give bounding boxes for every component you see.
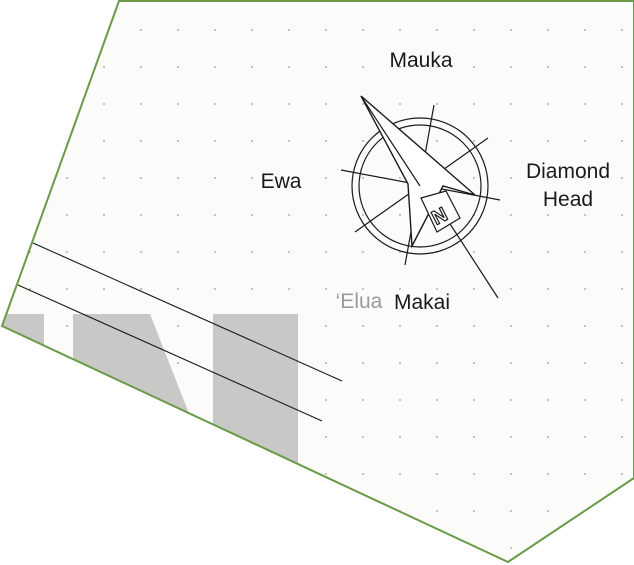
label-ewa: Ewa [261, 170, 302, 193]
street-line-upper [32, 242, 343, 382]
compass-north-block [420, 190, 461, 233]
label-elua: ‘Elua [336, 290, 383, 313]
label-mauka: Mauka [389, 49, 452, 72]
compass-inner-ring [358, 124, 482, 248]
building-left [2, 314, 44, 345]
label-diamond: Diamond [526, 160, 610, 183]
building-middle [73, 314, 190, 416]
compass-needle [360, 95, 476, 249]
compass-outer-ring [351, 117, 489, 255]
street-line-lower [17, 284, 323, 422]
building-right [213, 314, 298, 465]
compass-needle-spine [360, 95, 421, 187]
compass-rose [340, 95, 501, 299]
label-head: Head [543, 188, 593, 211]
label-makai: Makai [394, 291, 450, 314]
